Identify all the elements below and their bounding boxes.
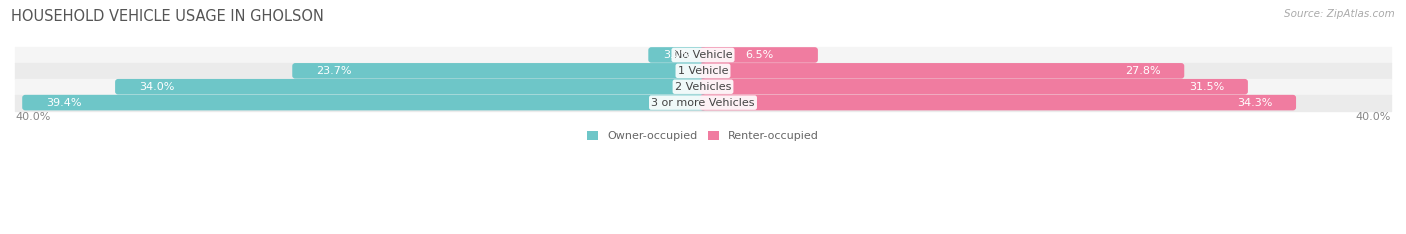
Text: 27.8%: 27.8% [1125, 66, 1160, 76]
Text: 40.0%: 40.0% [1355, 113, 1391, 122]
Text: 1 Vehicle: 1 Vehicle [678, 66, 728, 76]
Legend: Owner-occupied, Renter-occupied: Owner-occupied, Renter-occupied [586, 131, 820, 141]
Bar [15, 47, 1391, 63]
Text: 34.0%: 34.0% [139, 82, 174, 92]
Text: 23.7%: 23.7% [316, 66, 352, 76]
Text: 2 Vehicles: 2 Vehicles [675, 82, 731, 92]
FancyBboxPatch shape [292, 63, 706, 79]
FancyBboxPatch shape [22, 95, 706, 110]
Text: 34.3%: 34.3% [1237, 98, 1272, 108]
Text: 40.0%: 40.0% [15, 113, 51, 122]
Text: 3 or more Vehicles: 3 or more Vehicles [651, 98, 755, 108]
Text: 31.5%: 31.5% [1189, 82, 1225, 92]
FancyBboxPatch shape [700, 63, 1184, 79]
FancyBboxPatch shape [700, 79, 1249, 95]
Text: Source: ZipAtlas.com: Source: ZipAtlas.com [1284, 9, 1395, 19]
Text: No Vehicle: No Vehicle [673, 50, 733, 60]
Bar [15, 95, 1391, 110]
Text: 6.5%: 6.5% [745, 50, 773, 60]
FancyBboxPatch shape [115, 79, 706, 95]
Text: HOUSEHOLD VEHICLE USAGE IN GHOLSON: HOUSEHOLD VEHICLE USAGE IN GHOLSON [11, 9, 325, 24]
FancyBboxPatch shape [700, 95, 1296, 110]
Text: 39.4%: 39.4% [46, 98, 82, 108]
Bar [15, 63, 1391, 79]
Text: 3.0%: 3.0% [664, 50, 692, 60]
Bar [15, 79, 1391, 95]
FancyBboxPatch shape [700, 47, 818, 63]
FancyBboxPatch shape [648, 47, 706, 63]
